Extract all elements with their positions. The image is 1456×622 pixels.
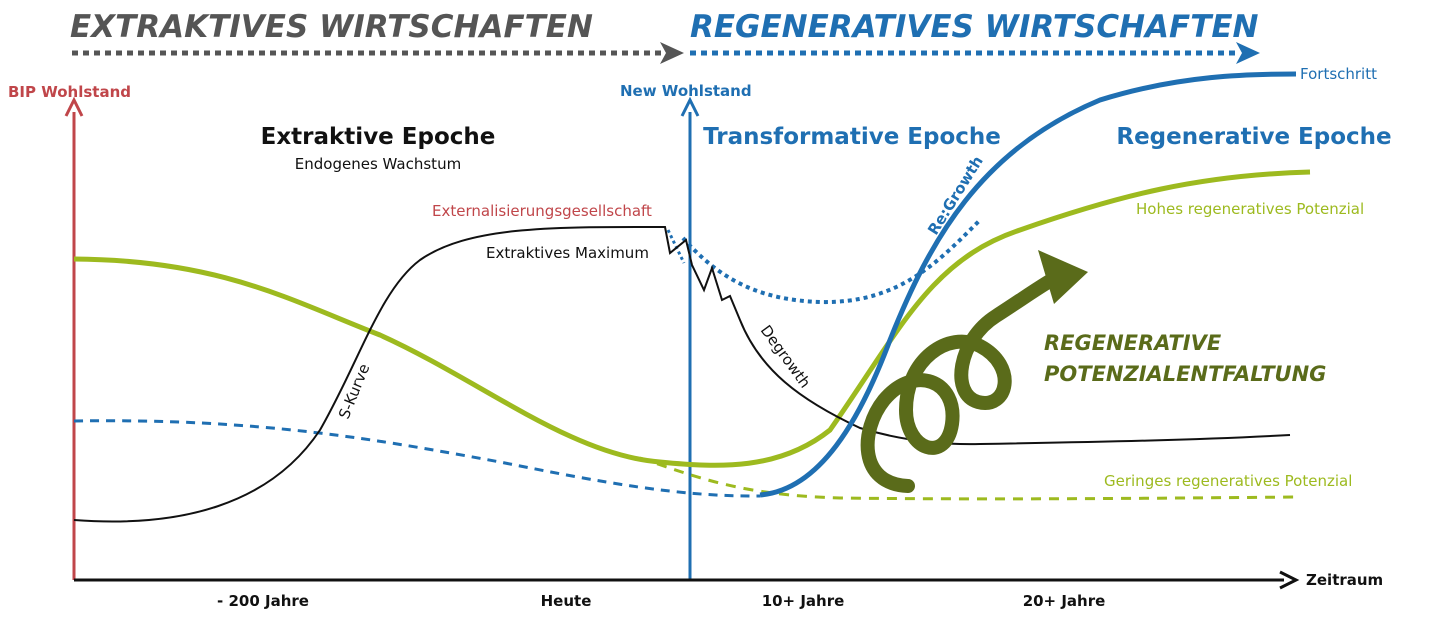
blue-dotted-short-segment: [666, 229, 686, 264]
transformative-epoch-title: Transformative Epoche: [703, 124, 1001, 150]
externalisierung-label: Externalisierungsgesellschaft: [432, 202, 652, 220]
left-axis-arrowhead-icon: [64, 96, 84, 117]
green-high-potential-curve: [73, 169, 1311, 468]
spiral-icon: [860, 267, 1069, 493]
hohes-potenzial-label: Hohes regeneratives Potenzial: [1136, 200, 1364, 218]
header-regenerative: REGENERATIVES WIRTSCHAFTEN: [690, 9, 1259, 45]
spiral-title-line1: REGENERATIVE: [1044, 331, 1222, 355]
black-s-curve: [73, 225, 1291, 523]
extractive-arrowhead-icon: [660, 42, 684, 64]
fortschritt-label: Fortschritt: [1300, 65, 1377, 83]
x-axis-label: Zeitraum: [1306, 571, 1383, 589]
blue-dashed-curve: [73, 419, 761, 498]
left-axis-label: BIP Wohlstand: [8, 83, 131, 101]
spiral-arrowhead-icon: [1038, 250, 1088, 304]
tick-label-minus-200: - 200 Jahre: [217, 592, 309, 610]
x-axis-arrowhead-icon: [1279, 570, 1300, 590]
tick-label-20-plus: 20+ Jahre: [1023, 592, 1106, 610]
mid-axis-label: New Wohlstand: [620, 82, 752, 100]
blue-fortschritt-curve: [759, 71, 1297, 498]
tick-label-10-plus: 10+ Jahre: [762, 592, 845, 610]
geringes-potenzial-label: Geringes regeneratives Potenzial: [1104, 472, 1352, 490]
header-extractive: EXTRAKTIVES WIRTSCHAFTEN: [70, 9, 593, 45]
regenerative-epoch-title: Regenerative Epoche: [1116, 124, 1391, 150]
extraktives-maximum-label: Extraktives Maximum: [486, 244, 649, 262]
extractive-epoch-subtitle: Endogenes Wachstum: [295, 155, 461, 173]
degrowth-label: Degrowth: [757, 322, 814, 392]
regenerative-arrowhead-icon: [1236, 42, 1260, 64]
green-dashed-low-potential-curve: [639, 456, 1301, 501]
spiral-title-line2: POTENZIALENTFALTUNG: [1044, 362, 1326, 386]
tick-label-heute: Heute: [541, 592, 592, 610]
extractive-epoch-title: Extraktive Epoche: [261, 124, 496, 150]
mid-axis-arrowhead-icon: [680, 96, 700, 117]
